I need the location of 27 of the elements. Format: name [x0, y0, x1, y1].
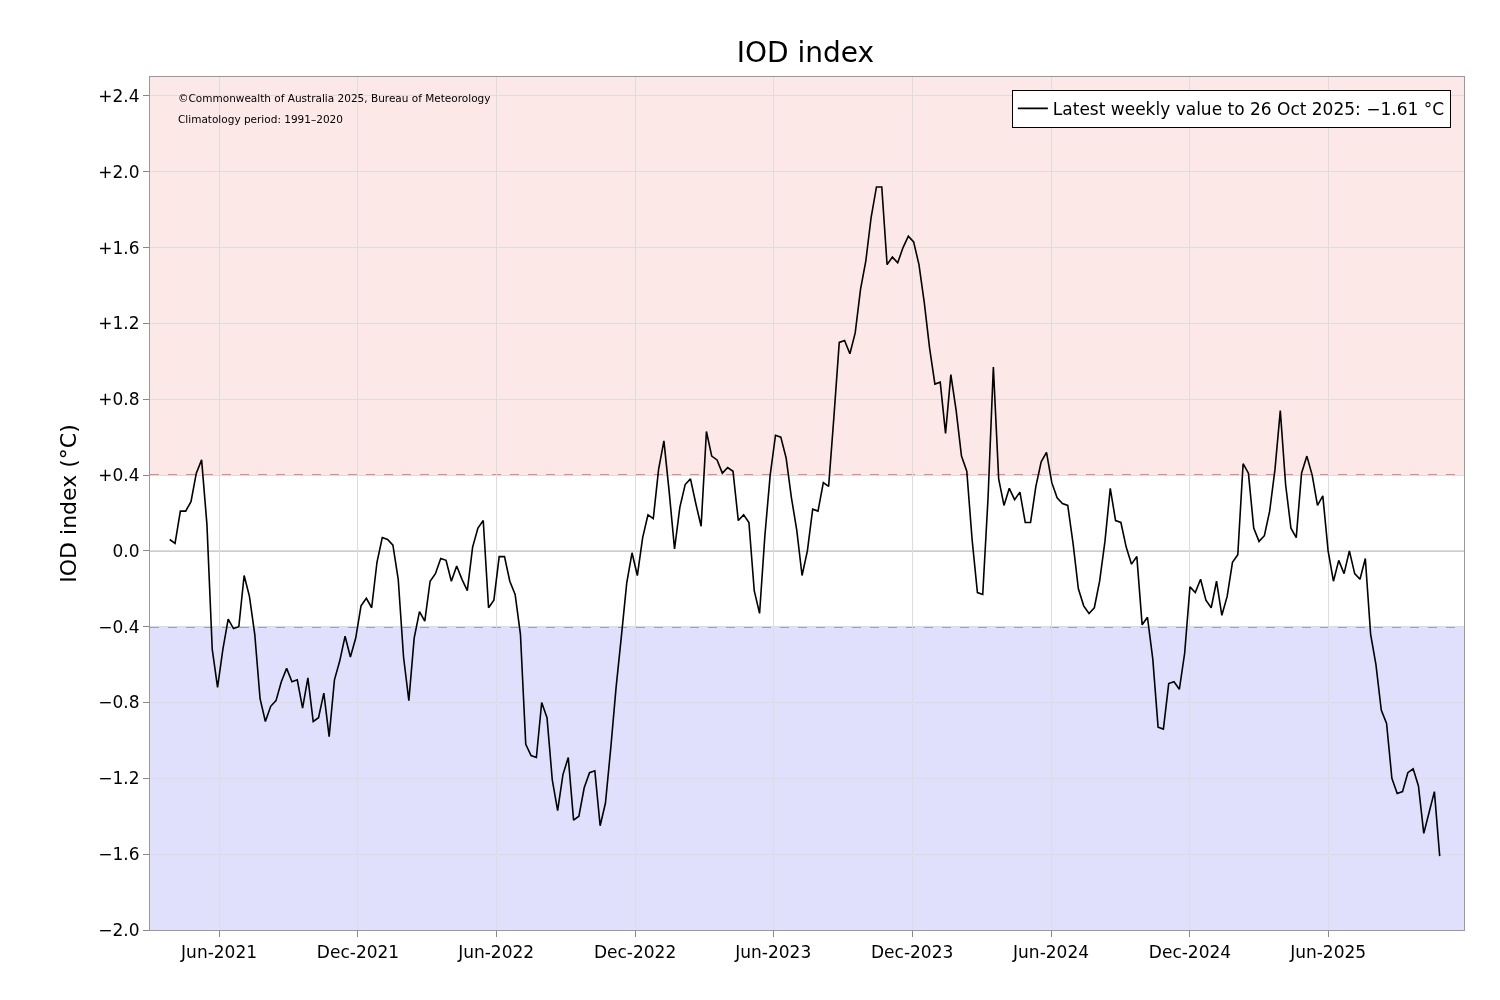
- y-tick-label: +0.8: [98, 389, 140, 410]
- x-tick-label: Jun-2022: [457, 941, 535, 962]
- x-tick-label: Dec-2022: [593, 941, 677, 962]
- y-tick-label: +2.0: [98, 161, 140, 182]
- annotation: ©Commonwealth of Australia 2025, Bureau of Meteorology: [178, 92, 491, 104]
- line-series: [168, 186, 1441, 857]
- annotation: Climatology period: 1991–2020: [178, 113, 343, 125]
- y-axis-title: IOD index (°C): [56, 424, 82, 583]
- x-tick-label: Dec-2021: [316, 941, 400, 962]
- x-tick-label: Dec-2023: [870, 941, 954, 962]
- y-tick-label: −1.2: [98, 768, 140, 789]
- legend-label: Latest weekly value to 26 Oct 2025: −1.61 °C: [1052, 98, 1445, 119]
- x-tick-label: Jun-2023: [734, 941, 812, 962]
- x-tick-label: Dec-2024: [1148, 941, 1232, 962]
- x-tick-label: Jun-2024: [1012, 941, 1090, 962]
- y-tick-label: +0.4: [98, 465, 140, 486]
- y-tick-label: −2.0: [98, 919, 140, 940]
- chart-title: IOD index: [736, 35, 875, 69]
- y-tick-label: −0.4: [98, 616, 140, 637]
- x-tick-label: Jun-2025: [1289, 941, 1367, 962]
- x-tick-label: Jun-2021: [180, 941, 258, 962]
- y-tick-label: −0.8: [98, 692, 140, 713]
- y-tick-label: 0.0: [112, 540, 140, 561]
- y-tick-label: +2.4: [98, 85, 140, 106]
- y-tick-label: +1.6: [98, 237, 140, 258]
- y-tick-label: +1.2: [98, 313, 140, 334]
- y-tick-label: −1.6: [98, 844, 140, 865]
